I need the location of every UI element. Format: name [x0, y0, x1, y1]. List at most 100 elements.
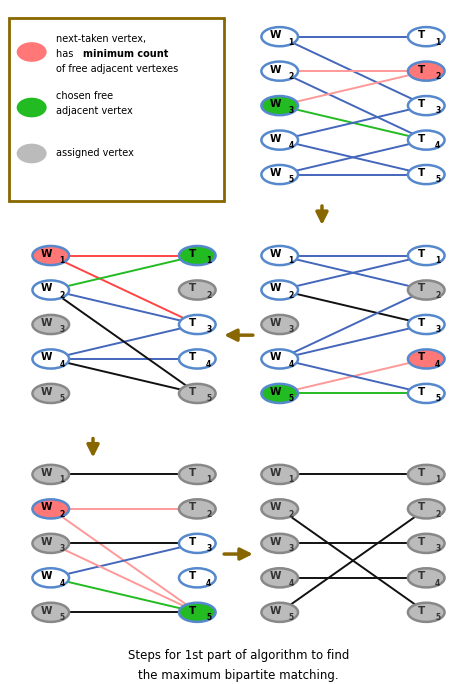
Text: T: T	[417, 502, 425, 512]
Text: W: W	[269, 502, 280, 512]
Text: T: T	[417, 99, 425, 109]
Ellipse shape	[261, 384, 298, 403]
Text: T: T	[188, 283, 196, 293]
Text: 5: 5	[60, 394, 65, 404]
Text: W: W	[269, 249, 280, 259]
Text: 2: 2	[60, 291, 65, 300]
Text: W: W	[269, 30, 280, 40]
Text: 3: 3	[288, 326, 293, 334]
Text: W: W	[269, 99, 280, 109]
Text: 4: 4	[434, 141, 439, 150]
Ellipse shape	[178, 534, 215, 553]
Text: T: T	[188, 387, 196, 397]
Text: 3: 3	[206, 544, 211, 553]
Text: 1: 1	[434, 256, 439, 265]
Ellipse shape	[261, 534, 298, 553]
Text: 1: 1	[288, 475, 293, 484]
Text: T: T	[188, 537, 196, 547]
Ellipse shape	[407, 350, 444, 369]
Text: 4: 4	[288, 360, 293, 369]
Ellipse shape	[16, 42, 47, 62]
Text: T: T	[188, 352, 196, 363]
Text: T: T	[417, 64, 425, 75]
Ellipse shape	[178, 568, 215, 588]
Ellipse shape	[261, 246, 298, 265]
Text: W: W	[269, 283, 280, 293]
Text: 2: 2	[60, 510, 65, 518]
Ellipse shape	[178, 246, 215, 265]
Text: W: W	[40, 502, 52, 512]
Ellipse shape	[261, 499, 298, 518]
Text: 5: 5	[288, 175, 293, 185]
Text: T: T	[188, 571, 196, 581]
Text: 3: 3	[434, 544, 439, 553]
Text: 3: 3	[288, 107, 293, 116]
Text: 1: 1	[434, 38, 439, 47]
Ellipse shape	[407, 246, 444, 265]
Text: next-taken vertex,: next-taken vertex,	[56, 34, 146, 44]
Text: 4: 4	[288, 141, 293, 150]
Text: of free adjacent vertexes: of free adjacent vertexes	[56, 64, 178, 75]
Text: W: W	[269, 571, 280, 581]
Text: W: W	[40, 571, 52, 581]
Ellipse shape	[178, 350, 215, 369]
Ellipse shape	[261, 465, 298, 484]
Text: W: W	[40, 249, 52, 259]
Ellipse shape	[407, 465, 444, 484]
Text: T: T	[417, 283, 425, 293]
Ellipse shape	[407, 27, 444, 47]
Text: 3: 3	[60, 326, 65, 334]
Text: 1: 1	[288, 38, 293, 47]
Text: W: W	[269, 537, 280, 547]
Text: 1: 1	[434, 475, 439, 484]
Text: 2: 2	[206, 510, 211, 518]
Text: W: W	[40, 606, 52, 616]
Ellipse shape	[178, 384, 215, 403]
Text: 1: 1	[206, 475, 211, 484]
Text: W: W	[40, 537, 52, 547]
Text: W: W	[40, 468, 52, 478]
Ellipse shape	[407, 568, 444, 588]
Text: 2: 2	[288, 510, 293, 518]
Text: 2: 2	[288, 72, 293, 81]
FancyBboxPatch shape	[9, 18, 224, 201]
Ellipse shape	[16, 143, 47, 164]
Text: 4: 4	[60, 360, 65, 369]
Text: T: T	[417, 468, 425, 478]
Text: T: T	[417, 387, 425, 397]
Ellipse shape	[261, 62, 298, 81]
Text: W: W	[269, 352, 280, 363]
Text: 4: 4	[60, 579, 65, 588]
Text: 3: 3	[60, 544, 65, 553]
Ellipse shape	[261, 165, 298, 184]
Text: T: T	[417, 168, 425, 178]
Text: 2: 2	[288, 291, 293, 300]
Ellipse shape	[407, 315, 444, 334]
Text: T: T	[417, 249, 425, 259]
Text: Steps for 1st part of algorithm to find: Steps for 1st part of algorithm to find	[128, 648, 348, 662]
Text: adjacent vertex: adjacent vertex	[56, 106, 133, 116]
Ellipse shape	[32, 534, 69, 553]
Text: W: W	[269, 168, 280, 178]
Text: W: W	[269, 468, 280, 478]
Ellipse shape	[32, 280, 69, 300]
Text: the maximum bipartite matching.: the maximum bipartite matching.	[138, 669, 338, 683]
Text: 4: 4	[288, 579, 293, 588]
Ellipse shape	[178, 315, 215, 334]
Text: 5: 5	[288, 394, 293, 404]
Ellipse shape	[261, 27, 298, 47]
Ellipse shape	[178, 465, 215, 484]
Text: T: T	[188, 318, 196, 328]
Text: T: T	[188, 249, 196, 259]
Text: assigned vertex: assigned vertex	[56, 148, 134, 159]
Text: W: W	[269, 64, 280, 75]
Ellipse shape	[407, 603, 444, 622]
Text: T: T	[417, 571, 425, 581]
Text: T: T	[188, 468, 196, 478]
Ellipse shape	[261, 315, 298, 334]
Text: 1: 1	[288, 256, 293, 265]
Ellipse shape	[32, 603, 69, 622]
Text: T: T	[417, 133, 425, 144]
Text: T: T	[417, 352, 425, 363]
Ellipse shape	[16, 97, 47, 118]
